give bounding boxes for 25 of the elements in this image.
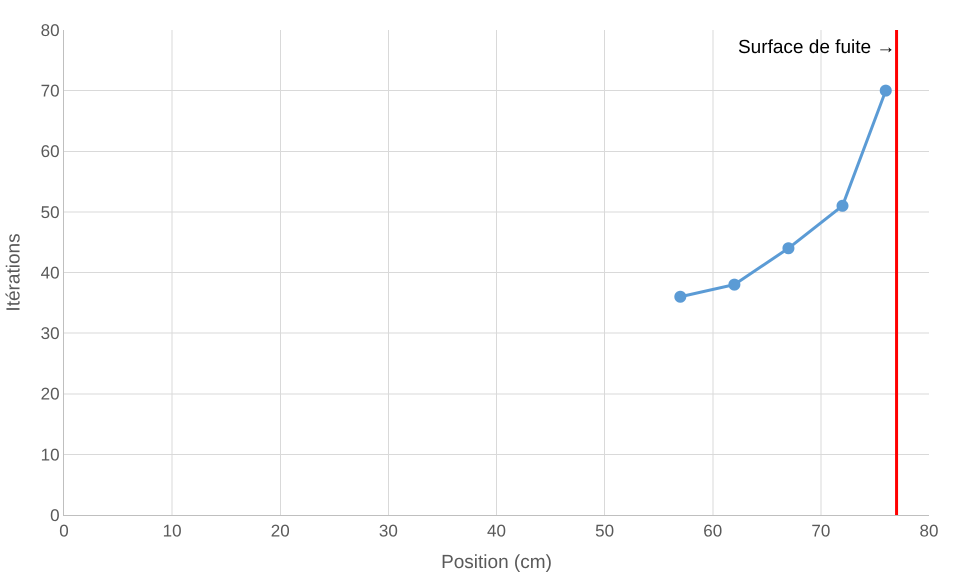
x-tick-label: 80 (920, 521, 938, 540)
y-tick-label: 50 (40, 202, 60, 222)
x-tick-label: 40 (487, 521, 506, 540)
x-tick-label: 10 (162, 521, 182, 540)
ref-line-label: Surface de fuite → (738, 37, 896, 58)
y-axis-title: Itérations (4, 233, 25, 312)
point (728, 278, 740, 291)
y-tick-label: 30 (40, 324, 60, 344)
x-tick-label: 20 (270, 521, 290, 540)
point (782, 242, 794, 254)
point (836, 200, 848, 212)
x-tick-label: 30 (378, 521, 398, 540)
y-tick-label: 10 (40, 445, 60, 464)
y-tick-label: 80 (40, 20, 60, 40)
x-tick-label: 70 (811, 521, 830, 540)
y-tick-label: 0 (50, 506, 60, 525)
point (880, 84, 892, 97)
y-tick-label: 70 (40, 82, 60, 101)
y-tick-label: 60 (40, 142, 60, 162)
x-axis-title: Position (cm) (441, 552, 552, 574)
y-tick-label: 40 (40, 263, 60, 282)
y-tick-label: 20 (40, 384, 60, 404)
x-tick-label: 50 (595, 521, 614, 540)
point (674, 290, 686, 303)
x-tick-label: 60 (703, 521, 722, 540)
